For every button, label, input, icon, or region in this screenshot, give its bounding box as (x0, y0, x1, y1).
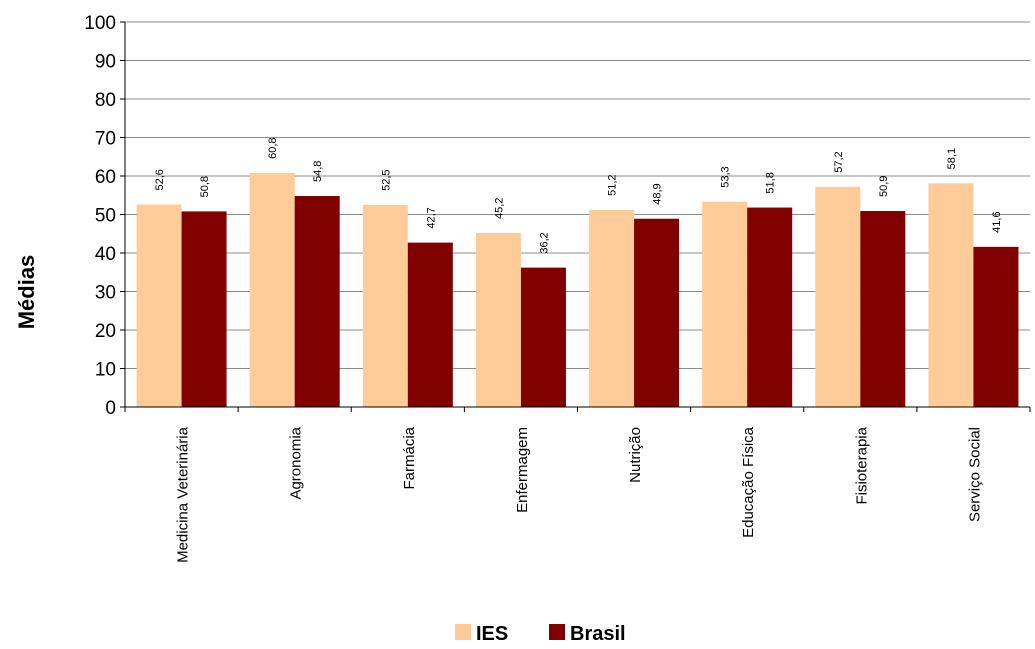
bar-brasil (973, 246, 1019, 407)
data-label: 53,3 (720, 166, 732, 187)
data-label: 45,2 (493, 198, 505, 219)
data-label: 60,8 (267, 137, 279, 158)
data-label: 42,7 (425, 207, 437, 228)
bar-ies (702, 201, 748, 407)
bar-brasil (294, 196, 340, 407)
legend-label-ies: IES (476, 623, 508, 645)
axes: 0 10 20 30 40 50 60 70 80 90 100 Medicina Veterinár… (84, 13, 1031, 563)
bar-ies (589, 209, 635, 407)
legend-swatch-brasil (549, 624, 565, 640)
y-tick-label: 20 (95, 321, 116, 342)
data-label: 50,9 (878, 176, 890, 197)
legend-swatch-ies (455, 624, 471, 640)
x-category-label: Farmácia (401, 426, 418, 489)
bar-ies (475, 232, 521, 407)
bar-brasil (520, 267, 566, 407)
y-tick-label: 0 (105, 398, 116, 419)
y-tick-label: 90 (95, 52, 116, 73)
y-tick-label: 70 (95, 129, 116, 150)
data-labels: 52,6 50,8 60,8 54,8 52,5 42,7 45,2 36,2 51,2 48,9… (154, 137, 1003, 253)
bar-ies (815, 186, 861, 407)
x-category-label: Serviço Social (966, 427, 983, 522)
bar-ies (362, 204, 408, 407)
bar-brasil (181, 211, 227, 407)
y-tick-label: 50 (95, 206, 116, 227)
x-category-label: Educação Física (740, 426, 757, 538)
data-label: 48,9 (652, 183, 664, 204)
bar-brasil (860, 211, 906, 407)
x-category-label: Enfermagem (514, 427, 531, 513)
y-tick-label: 40 (95, 244, 116, 265)
y-tick-label: 100 (84, 13, 116, 34)
y-tick-label: 60 (95, 167, 116, 188)
data-label: 58,1 (946, 148, 958, 169)
x-category-label: Medicina Veterinária (175, 426, 192, 563)
data-label: 52,5 (380, 169, 392, 190)
bar-brasil (747, 207, 793, 407)
y-tick-label: 30 (95, 283, 116, 304)
data-label: 41,6 (991, 211, 1003, 232)
legend: IES Brasil (455, 623, 626, 645)
bar-ies (928, 183, 974, 407)
data-label: 36,2 (538, 232, 550, 253)
data-label: 51,2 (607, 174, 619, 195)
x-category-label: Agronomia (288, 426, 305, 499)
bar-brasil (407, 242, 453, 407)
data-label: 50,8 (199, 176, 211, 197)
bar-ies (249, 172, 295, 407)
x-category-label: Nutrição (627, 427, 644, 483)
data-label: 51,8 (765, 172, 777, 193)
bar-brasil (634, 218, 680, 407)
data-label: 52,6 (154, 169, 166, 190)
x-category-label: Fisioterapia (853, 426, 870, 504)
y-tick-label: 10 (95, 360, 116, 381)
y-tick-label: 80 (95, 90, 116, 111)
bar-ies (136, 204, 182, 407)
data-label: 57,2 (833, 151, 845, 172)
data-label: 54,8 (312, 161, 324, 182)
y-axis-title: Médias (14, 255, 39, 330)
bars (136, 172, 1019, 407)
legend-label-brasil: Brasil (570, 623, 626, 645)
